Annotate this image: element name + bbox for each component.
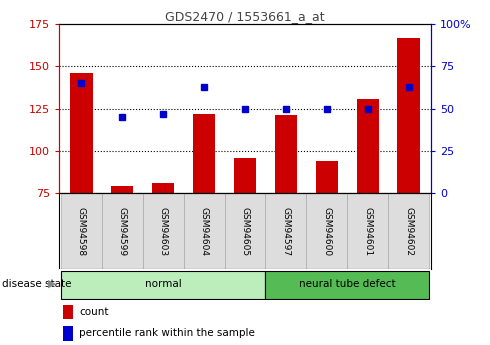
Text: GSM94601: GSM94601 <box>363 207 372 256</box>
Text: GSM94602: GSM94602 <box>404 207 413 256</box>
Bar <box>275 116 297 193</box>
Text: ▶: ▶ <box>48 279 56 289</box>
Bar <box>234 158 256 193</box>
Text: GSM94598: GSM94598 <box>77 207 86 256</box>
Text: count: count <box>79 307 109 317</box>
Bar <box>397 38 420 193</box>
Bar <box>63 305 73 319</box>
Text: percentile rank within the sample: percentile rank within the sample <box>79 328 255 338</box>
Bar <box>193 114 215 193</box>
Bar <box>143 193 184 269</box>
Bar <box>357 99 379 193</box>
Bar <box>111 186 133 193</box>
Bar <box>102 193 143 269</box>
Text: GSM94605: GSM94605 <box>241 207 249 256</box>
Bar <box>152 183 174 193</box>
Title: GDS2470 / 1553661_a_at: GDS2470 / 1553661_a_at <box>165 10 325 23</box>
Text: neural tube defect: neural tube defect <box>299 279 395 289</box>
Bar <box>224 193 266 269</box>
Bar <box>316 161 338 193</box>
Bar <box>306 193 347 269</box>
Text: GSM94603: GSM94603 <box>159 207 168 256</box>
Bar <box>347 193 388 269</box>
Bar <box>266 270 429 298</box>
Bar <box>184 193 224 269</box>
Bar <box>61 193 102 269</box>
Text: normal: normal <box>145 279 181 289</box>
Bar <box>63 326 73 341</box>
Bar <box>70 73 93 193</box>
Text: GSM94600: GSM94600 <box>322 207 331 256</box>
Text: GSM94597: GSM94597 <box>281 207 291 256</box>
Text: GSM94599: GSM94599 <box>118 207 127 256</box>
Bar <box>266 193 306 269</box>
Bar <box>388 193 429 269</box>
Text: disease state: disease state <box>2 279 72 289</box>
Text: GSM94604: GSM94604 <box>199 207 209 256</box>
Bar <box>61 270 266 298</box>
